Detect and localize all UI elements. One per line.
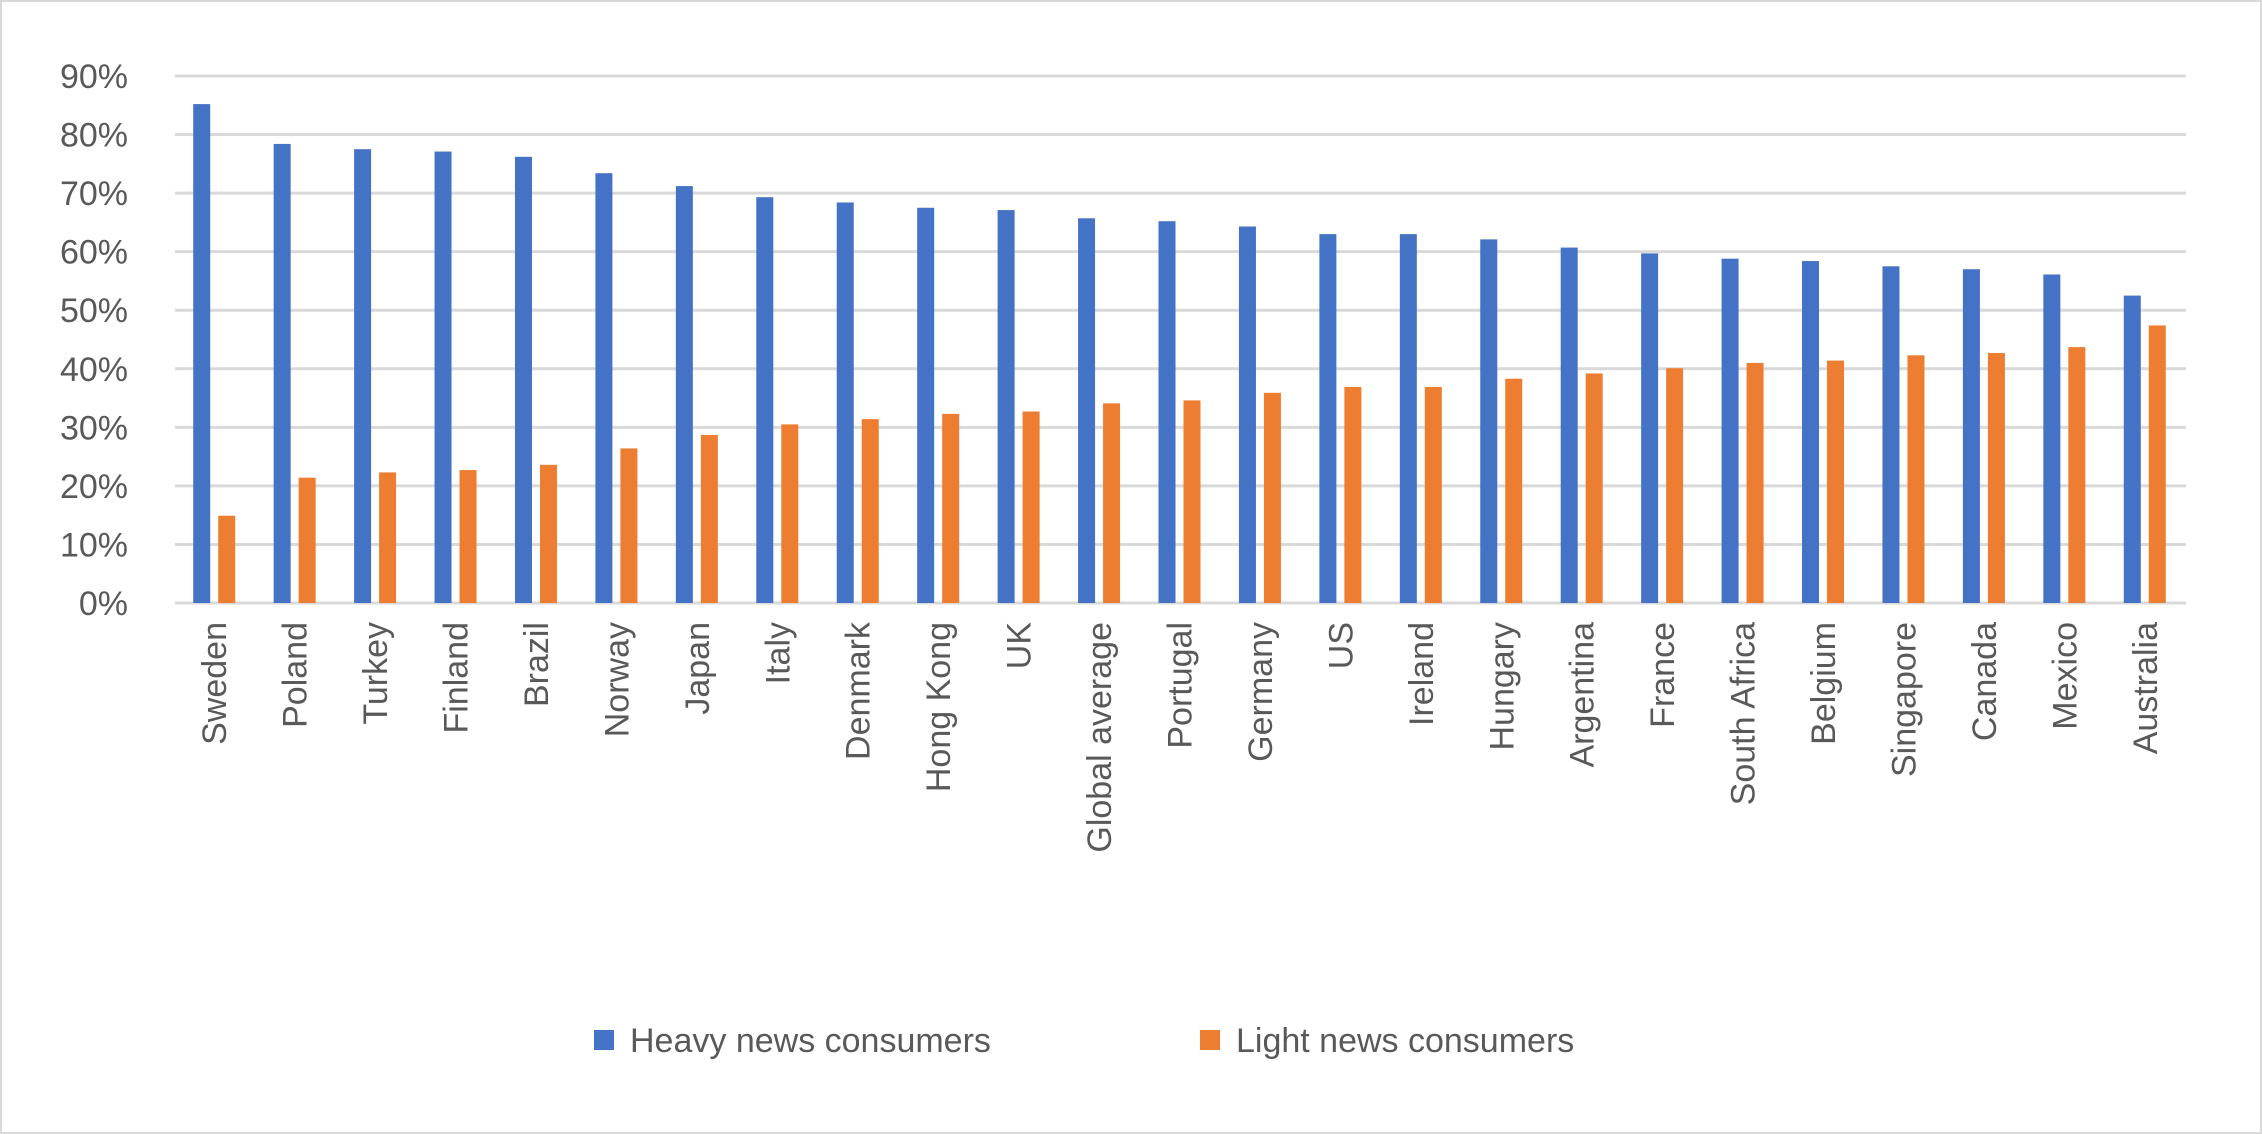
- y-tick-label: 50%: [60, 292, 128, 330]
- x-tick-label: Belgium: [1805, 622, 1843, 745]
- bar-heavy-japan: [675, 186, 693, 603]
- bar-heavy-germany: [1238, 226, 1256, 603]
- bar-heavy-brazil: [514, 156, 532, 603]
- y-tick-label: 0%: [79, 585, 128, 623]
- x-tick-label: Turkey: [357, 622, 395, 725]
- x-tick-label: Norway: [598, 622, 636, 737]
- x-tick-label: UK: [1001, 622, 1039, 670]
- bar-light-global-average: [1103, 403, 1121, 603]
- y-tick-label: 90%: [60, 58, 128, 96]
- bar-light-finland: [459, 470, 477, 603]
- bar-heavy-singapore: [1882, 266, 1900, 603]
- y-tick-label: 70%: [60, 175, 128, 213]
- x-tick-label: Finland: [438, 622, 476, 734]
- y-tick-label: 60%: [60, 234, 128, 272]
- bar-light-italy: [781, 424, 799, 603]
- x-tick-label: Brazil: [518, 622, 556, 707]
- bar-light-us: [1344, 386, 1362, 603]
- bar-heavy-mexico: [2043, 274, 2061, 603]
- bar-light-brazil: [539, 464, 557, 603]
- gridlines: [175, 74, 2186, 605]
- x-tick-label: Denmark: [840, 621, 878, 760]
- bar-light-poland: [298, 477, 316, 603]
- bar-heavy-sweden: [193, 104, 211, 604]
- x-tick-label: Portugal: [1162, 622, 1200, 749]
- bar-light-south-africa: [1746, 362, 1764, 603]
- bar-heavy-france: [1641, 253, 1659, 603]
- bar-light-hong-kong: [942, 413, 960, 603]
- bar-light-ireland: [1424, 386, 1442, 603]
- x-tick-label: South Africa: [1725, 622, 1763, 805]
- bars: [193, 104, 2166, 604]
- bar-heavy-ireland: [1399, 234, 1417, 603]
- x-tick-label: Hong Kong: [920, 622, 958, 792]
- x-tick-label: Argentina: [1564, 622, 1602, 768]
- y-tick-label: 10%: [60, 526, 128, 564]
- x-tick-label: Japan: [679, 622, 717, 715]
- legend: Heavy news consumers Light news consumers: [594, 1022, 1574, 1060]
- x-tick-label: Italy: [759, 622, 797, 684]
- bar-heavy-canada: [1962, 269, 1980, 603]
- x-tick-label: France: [1644, 622, 1682, 728]
- bar-heavy-belgium: [1802, 261, 1820, 603]
- bar-light-canada: [1987, 352, 2005, 603]
- bar-heavy-hungary: [1480, 239, 1498, 603]
- x-tick-label: Sweden: [196, 622, 234, 745]
- bar-heavy-hong-kong: [917, 207, 935, 603]
- bar-heavy-italy: [756, 197, 774, 603]
- bar-light-australia: [2148, 325, 2166, 603]
- y-tick-label: 80%: [60, 117, 128, 155]
- legend-swatch: [594, 1030, 614, 1050]
- bar-heavy-norway: [595, 173, 613, 604]
- bar-light-japan: [700, 434, 718, 603]
- x-tick-label: Poland: [277, 622, 315, 728]
- bar-light-france: [1666, 368, 1684, 603]
- y-axis-ticks: 0% 10% 20% 30% 40% 50% 60% 70% 80% 90%: [60, 58, 128, 623]
- x-tick-label: Singapore: [1885, 622, 1923, 777]
- bar-light-uk: [1022, 411, 1040, 603]
- bar-light-argentina: [1585, 373, 1603, 603]
- bar-heavy-denmark: [836, 202, 854, 604]
- bar-heavy-poland: [273, 143, 291, 603]
- legend-label: Light news consumers: [1236, 1022, 1574, 1060]
- legend-swatch: [1200, 1030, 1220, 1050]
- y-tick-label: 40%: [60, 351, 128, 389]
- bar-light-portugal: [1183, 400, 1201, 603]
- bar-heavy-south-africa: [1721, 258, 1739, 603]
- bar-light-hungary: [1505, 378, 1523, 603]
- bar-light-mexico: [2068, 347, 2086, 603]
- bar-heavy-uk: [997, 210, 1015, 603]
- legend-label: Heavy news consumers: [630, 1022, 991, 1060]
- x-tick-label: Canada: [1966, 622, 2004, 741]
- x-tick-label: Australia: [2127, 622, 2165, 754]
- bar-light-sweden: [218, 515, 236, 603]
- bar-heavy-australia: [2123, 295, 2141, 603]
- y-tick-label: 20%: [60, 468, 128, 506]
- x-tick-label: Mexico: [2046, 622, 2084, 730]
- bar-heavy-turkey: [354, 149, 372, 603]
- x-axis-labels: Sweden Poland Turkey Finland Brazil Norway Jap…: [196, 621, 2165, 853]
- bar-light-turkey: [379, 472, 397, 603]
- bar-light-germany: [1263, 392, 1281, 603]
- x-tick-label: US: [1322, 622, 1360, 669]
- x-tick-label: Global average: [1081, 622, 1119, 853]
- bar-light-belgium: [1827, 360, 1845, 603]
- bar-heavy-global-average: [1078, 218, 1096, 604]
- bar-heavy-finland: [434, 151, 452, 603]
- bar-heavy-us: [1319, 234, 1337, 603]
- bar-light-norway: [620, 448, 638, 603]
- y-tick-label: 30%: [60, 409, 128, 447]
- bar-heavy-portugal: [1158, 221, 1176, 603]
- bar-heavy-argentina: [1560, 247, 1578, 603]
- bar-light-denmark: [861, 419, 879, 603]
- x-tick-label: Germany: [1242, 622, 1280, 762]
- x-tick-label: Ireland: [1403, 622, 1441, 726]
- x-tick-label: Hungary: [1483, 622, 1521, 751]
- bar-light-singapore: [1907, 355, 1925, 603]
